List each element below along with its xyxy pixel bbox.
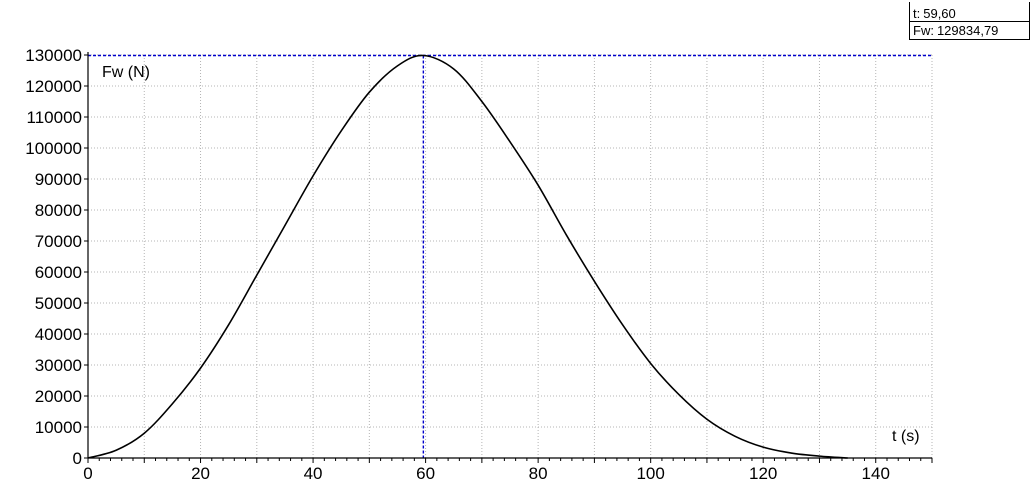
data-point <box>790 452 792 454</box>
data-point <box>650 362 652 365</box>
tick-labels: 0 10000 20000 30000 40000 50000 60000 70000 8000… <box>25 46 890 482</box>
x-tick-label: 0 <box>83 464 92 482</box>
y-tick-label: 60000 <box>35 263 82 282</box>
data-point <box>593 280 596 282</box>
crosshair <box>88 54 932 458</box>
readout-divider <box>910 21 1029 22</box>
data-point <box>565 234 567 236</box>
y-tick-label: 10000 <box>35 418 82 437</box>
axes <box>84 52 933 463</box>
x-axis-title: t (s) <box>892 428 920 445</box>
y-tick-label: 70000 <box>35 232 82 251</box>
data-point <box>509 141 511 143</box>
readout-t-value: 59,60 <box>923 6 956 21</box>
y-tick-label: 110000 <box>27 108 82 127</box>
data-point <box>818 455 821 457</box>
grid-lines <box>88 54 933 458</box>
y-tick-label: 40000 <box>35 325 82 344</box>
readout-fw-label: Fw: <box>913 23 934 38</box>
data-point <box>422 54 424 57</box>
x-tick-label: 120 <box>749 464 777 482</box>
x-tick-label: 80 <box>529 464 548 482</box>
data-point <box>706 418 708 420</box>
data-point <box>143 432 145 434</box>
data-point <box>396 65 399 67</box>
y-tick-label: 90000 <box>35 170 82 189</box>
y-tick-label: 100000 <box>25 139 82 158</box>
y-tick-label: 0 <box>73 449 82 468</box>
data-point <box>312 175 314 177</box>
readout-fw: Fw: 129834,79 <box>913 23 998 38</box>
x-tick-label: 60 <box>416 464 435 482</box>
data-point <box>481 100 483 103</box>
data-point <box>171 403 173 405</box>
data-point <box>284 224 286 227</box>
data-point <box>762 446 764 448</box>
series-line <box>87 54 848 459</box>
x-tick-label: 40 <box>304 464 323 482</box>
data-point <box>453 68 455 70</box>
data-point <box>256 274 258 276</box>
readout-t-label: t: <box>913 6 921 21</box>
y-axis-title: Fw (N) <box>102 64 150 81</box>
cursor-readout: t: 59,60 Fw: 129834,79 <box>909 2 1030 40</box>
data-point <box>228 324 230 326</box>
data-point <box>621 324 624 326</box>
data-point <box>199 367 202 369</box>
curve-layer <box>87 54 849 459</box>
data-point <box>734 435 736 437</box>
data-point <box>368 91 370 93</box>
y-tick-label: 30000 <box>35 356 82 375</box>
y-tick-label: 20000 <box>35 387 82 406</box>
y-tick-label: 130000 <box>25 46 82 65</box>
data-point <box>537 184 539 186</box>
data-point <box>340 130 342 132</box>
y-tick-label: 50000 <box>35 294 82 313</box>
x-tick-label: 140 <box>862 464 890 482</box>
data-point <box>678 393 680 396</box>
x-tick-label: 100 <box>636 464 664 482</box>
y-tick-label: 120000 <box>25 77 82 96</box>
y-tick-label: 80000 <box>35 201 82 220</box>
readout-t: t: 59,60 <box>913 6 956 21</box>
data-point <box>115 449 117 451</box>
x-tick-label: 20 <box>191 464 210 482</box>
readout-fw-value: 129834,79 <box>936 23 999 38</box>
